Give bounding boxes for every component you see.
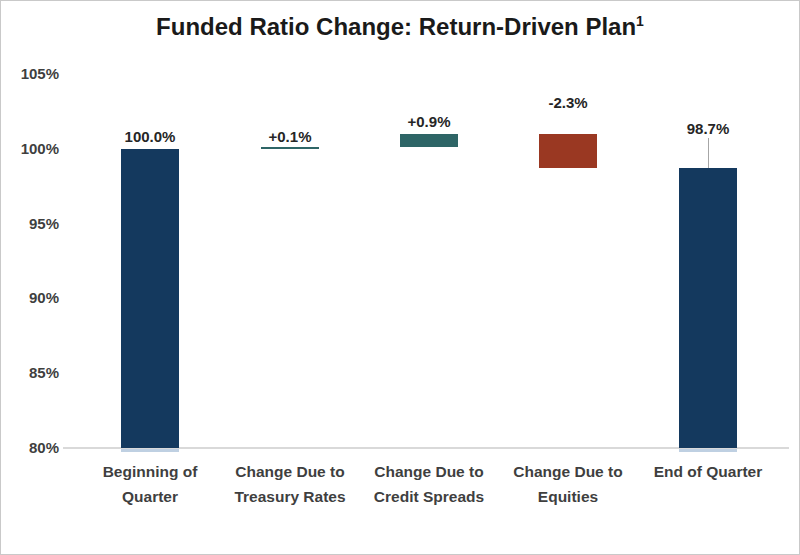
bar-bottom-edge [121, 449, 179, 452]
y-axis-tick-label: 80% [1, 439, 59, 457]
y-axis-tick-label: 100% [1, 140, 59, 158]
bar-total [121, 149, 179, 448]
x-axis-category-line: Credit Spreads [354, 484, 504, 509]
x-axis-category-label: Change Due toCredit Spreads [354, 459, 504, 509]
chart-title-superscript: 1 [636, 13, 644, 29]
chart-title-text: Funded Ratio Change: Return-Driven Plan [156, 13, 636, 40]
y-axis-tick-label: 95% [1, 215, 59, 233]
x-axis-category-line: Treasury Rates [215, 484, 365, 509]
x-axis-category-label: Change Due toEquities [493, 459, 643, 509]
x-axis-category-line: Change Due to [354, 459, 504, 484]
bar-total [679, 168, 737, 448]
bar-value-label: 100.0% [100, 129, 200, 145]
x-axis-category-label: End of Quarter [633, 459, 783, 484]
x-axis-category-line: Equities [493, 484, 643, 509]
bar-increase [400, 134, 458, 147]
y-axis-tick-label: 90% [1, 289, 59, 307]
x-axis-category-label: Change Due toTreasury Rates [215, 459, 365, 509]
bar-increase [261, 147, 319, 149]
bar-value-label: 98.7% [658, 121, 758, 137]
bar-value-label: +0.9% [379, 114, 479, 130]
x-axis-category-line: Change Due to [215, 459, 365, 484]
bar-value-label: -2.3% [518, 95, 618, 111]
x-axis-category-line: Change Due to [493, 459, 643, 484]
y-axis-tick-label: 105% [1, 65, 59, 83]
x-axis-category-line: End of Quarter [633, 459, 783, 484]
bar-bottom-edge [679, 449, 737, 452]
y-axis-tick-label: 85% [1, 364, 59, 382]
leader-line [708, 138, 709, 168]
bar-value-label: +0.1% [240, 129, 340, 145]
x-axis-category-label: Beginning ofQuarter [75, 459, 225, 509]
chart-canvas: Funded Ratio Change: Return-Driven Plan1… [0, 0, 800, 555]
chart-title: Funded Ratio Change: Return-Driven Plan1 [1, 13, 799, 41]
x-axis-category-line: Quarter [75, 484, 225, 509]
x-axis-category-line: Beginning of [75, 459, 225, 484]
bar-decrease [539, 134, 597, 168]
